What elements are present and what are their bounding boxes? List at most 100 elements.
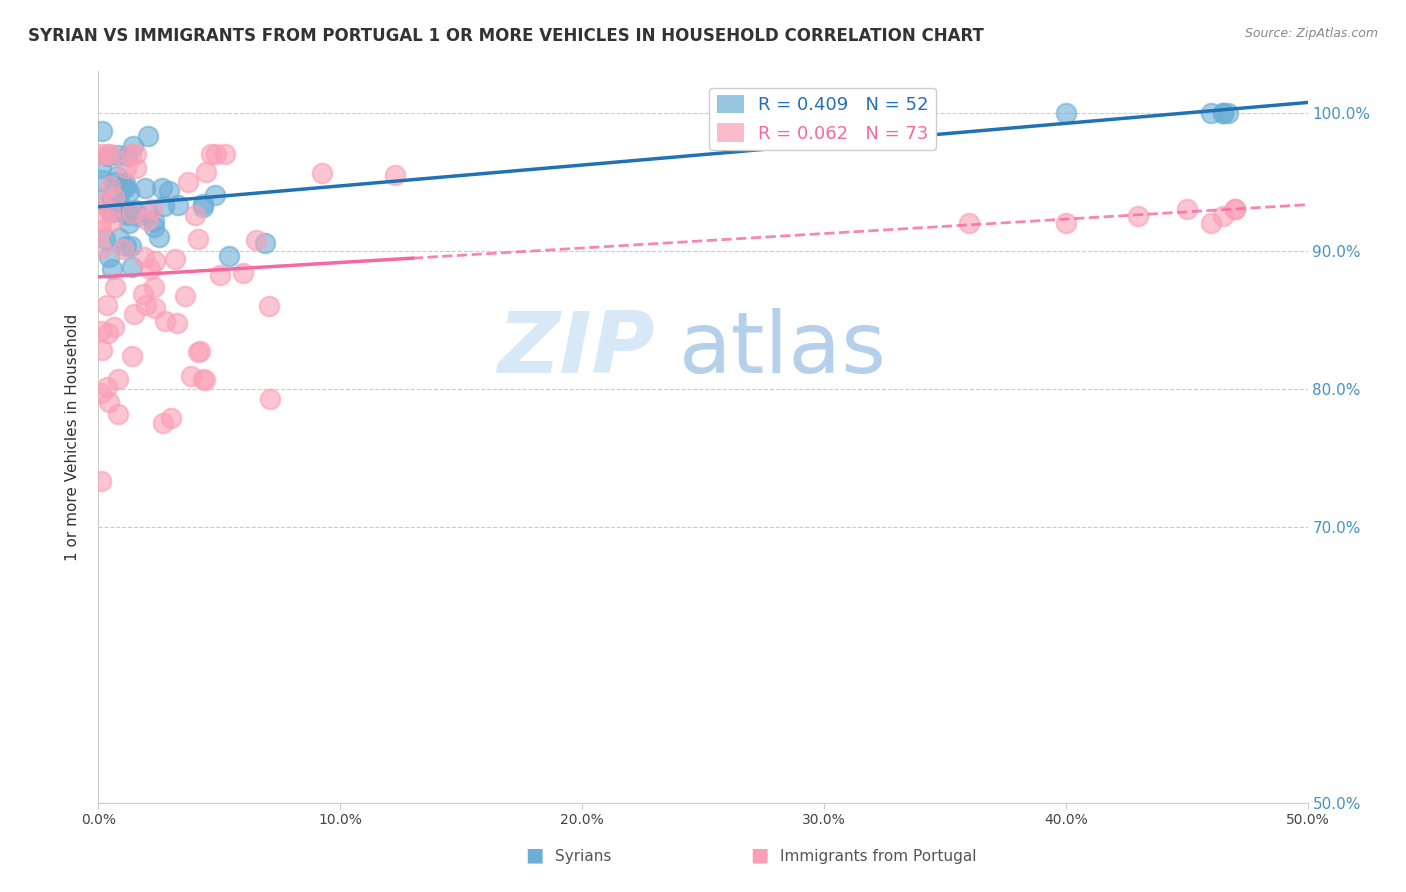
Point bbox=[90, 147, 112, 161]
Point bbox=[191, 200, 214, 214]
Point bbox=[153, 199, 176, 213]
Point bbox=[1199, 216, 1222, 230]
Point bbox=[136, 128, 159, 143]
Point bbox=[188, 343, 211, 358]
Point bbox=[173, 289, 195, 303]
Point bbox=[98, 147, 121, 161]
Point bbox=[1212, 209, 1234, 223]
Point bbox=[194, 165, 217, 179]
Text: ■: ■ bbox=[524, 846, 544, 864]
Point bbox=[245, 233, 267, 247]
Point bbox=[122, 138, 145, 153]
Point bbox=[124, 147, 146, 161]
Point bbox=[139, 261, 162, 276]
Point bbox=[90, 161, 112, 175]
Point bbox=[142, 280, 165, 294]
Text: Syrians: Syrians bbox=[555, 849, 612, 863]
Point bbox=[91, 196, 114, 211]
Point bbox=[97, 149, 120, 163]
Point bbox=[860, 105, 883, 120]
Point bbox=[114, 205, 136, 219]
Point bbox=[218, 249, 240, 263]
Point bbox=[311, 166, 333, 180]
Point bbox=[253, 236, 276, 251]
Point bbox=[114, 176, 136, 190]
Y-axis label: 1 or more Vehicles in Household: 1 or more Vehicles in Household bbox=[65, 313, 80, 561]
Text: ■: ■ bbox=[749, 846, 769, 864]
Point bbox=[120, 147, 142, 161]
Point bbox=[117, 216, 139, 230]
Point bbox=[96, 380, 118, 394]
Point bbox=[194, 373, 217, 387]
Point bbox=[152, 417, 174, 431]
Point bbox=[101, 261, 124, 276]
Point bbox=[122, 307, 145, 321]
Text: atlas: atlas bbox=[679, 308, 887, 391]
Point bbox=[957, 216, 980, 230]
Point bbox=[135, 205, 157, 219]
Point bbox=[121, 349, 143, 363]
Point bbox=[141, 202, 163, 216]
Point bbox=[134, 251, 156, 265]
Point bbox=[191, 372, 214, 386]
Point bbox=[1199, 105, 1222, 120]
Point bbox=[166, 316, 188, 330]
Point bbox=[103, 190, 125, 204]
Point bbox=[1223, 202, 1246, 217]
Point bbox=[90, 173, 112, 187]
Point bbox=[1128, 209, 1150, 223]
Point bbox=[90, 124, 112, 138]
Point bbox=[135, 212, 157, 227]
Point bbox=[100, 214, 122, 228]
Point bbox=[143, 301, 166, 315]
Point bbox=[98, 204, 121, 219]
Point bbox=[143, 219, 166, 234]
Point bbox=[184, 208, 207, 222]
Point bbox=[112, 179, 135, 194]
Point bbox=[107, 147, 129, 161]
Point bbox=[111, 242, 134, 256]
Point bbox=[101, 191, 124, 205]
Point bbox=[208, 268, 231, 282]
Point bbox=[120, 238, 142, 252]
Point bbox=[121, 205, 143, 219]
Point bbox=[125, 161, 148, 175]
Point bbox=[97, 250, 120, 264]
Text: Source: ZipAtlas.com: Source: ZipAtlas.com bbox=[1244, 27, 1378, 40]
Point bbox=[214, 147, 236, 161]
Point bbox=[187, 232, 209, 246]
Point bbox=[98, 178, 121, 193]
Point bbox=[132, 287, 155, 301]
Point bbox=[103, 320, 125, 334]
Point bbox=[1175, 202, 1198, 217]
Point bbox=[165, 252, 187, 266]
Point bbox=[124, 203, 146, 218]
Point bbox=[142, 214, 165, 228]
Text: ZIP: ZIP bbox=[496, 308, 655, 391]
Point bbox=[1212, 105, 1234, 120]
Point bbox=[204, 188, 226, 202]
Point bbox=[1212, 105, 1234, 120]
Point bbox=[150, 181, 173, 195]
Point bbox=[90, 343, 112, 357]
Point bbox=[157, 184, 180, 198]
Point bbox=[98, 395, 121, 409]
Point bbox=[108, 195, 131, 210]
Text: Immigrants from Portugal: Immigrants from Portugal bbox=[780, 849, 977, 863]
Point bbox=[148, 229, 170, 244]
Point bbox=[118, 185, 141, 199]
Point bbox=[104, 280, 127, 294]
Point bbox=[90, 222, 112, 236]
Point bbox=[159, 410, 181, 425]
Point bbox=[134, 181, 156, 195]
Point bbox=[98, 203, 121, 218]
Point bbox=[143, 254, 166, 268]
Point bbox=[1223, 202, 1246, 217]
Point bbox=[127, 209, 149, 223]
Point bbox=[176, 175, 198, 189]
Point bbox=[107, 195, 129, 210]
Point bbox=[121, 260, 143, 274]
Point bbox=[232, 266, 254, 280]
Point bbox=[200, 147, 222, 161]
Point bbox=[90, 241, 112, 255]
